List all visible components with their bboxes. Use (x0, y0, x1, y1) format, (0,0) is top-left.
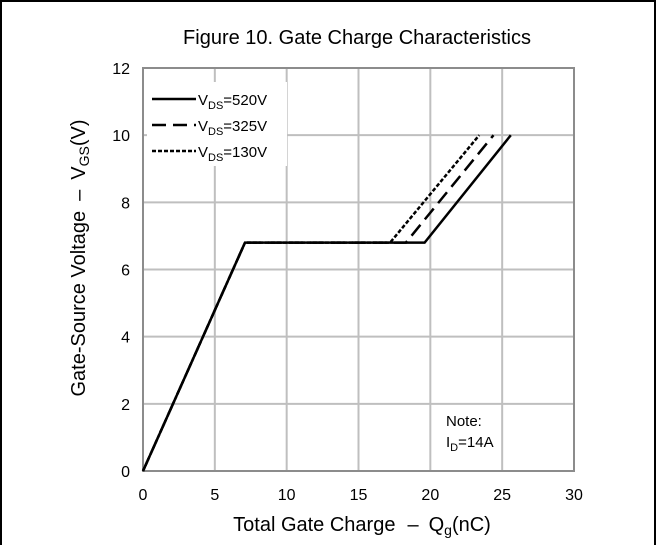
x-tick-labels: 0 5 10 15 20 25 30 (139, 487, 583, 504)
legend-label: VDS=325V (198, 118, 267, 138)
x-tick-label: 5 (210, 487, 219, 504)
y-axis-label-unit: (V) (68, 119, 90, 146)
y-axis-label: Gate-Source Voltage – VGS(V) (68, 119, 92, 396)
x-tick-label: 0 (139, 487, 148, 504)
x-tick-label: 25 (493, 487, 511, 504)
legend-label-sub: DS (208, 126, 223, 138)
grid (143, 68, 574, 471)
note-main: I (446, 434, 450, 451)
x-tick-label: 10 (278, 487, 296, 504)
series-lines (141, 134, 512, 472)
x-axis-label-sub: g (444, 522, 452, 538)
series-line-dashed (141, 134, 495, 472)
note-text: ID=14A (446, 434, 494, 454)
y-tick-label: 6 (121, 263, 130, 280)
legend-label-sub: DS (208, 152, 223, 164)
chart-title: Figure 10. Gate Charge Characteristics (183, 27, 531, 49)
legend-label-main: V (198, 118, 208, 135)
legend-label-main: V (198, 144, 208, 161)
legend-label-main: V (198, 92, 208, 109)
y-tick-label: 12 (112, 61, 130, 78)
x-tick-label: 30 (565, 487, 583, 504)
x-axis-label-symbol: Q (429, 514, 445, 536)
y-axis-label-sub: GS (76, 146, 92, 166)
y-tick-label: 2 (121, 397, 130, 414)
series-line-dotted (141, 134, 481, 472)
x-axis-label-dash: – (407, 514, 419, 536)
x-tick-label: 20 (421, 487, 439, 504)
y-tick-label: 4 (121, 330, 130, 347)
x-axis-label-main: Total Gate Charge (233, 514, 395, 536)
y-axis-label-main: Gate-Source Voltage (68, 211, 90, 397)
y-tick-label: 8 (121, 195, 130, 212)
y-tick-label: 10 (112, 128, 130, 145)
legend-label-value: =130V (223, 144, 267, 161)
legend-label-value: =520V (223, 92, 267, 109)
note-sub: D (450, 442, 458, 454)
x-tick-label: 15 (350, 487, 368, 504)
y-axis-label-symbol: V (68, 166, 90, 180)
plot-area-frame (142, 67, 575, 472)
y-axis-label-dash: – (68, 189, 90, 201)
x-axis-label-unit: (nC) (452, 514, 491, 536)
note-rest: =14A (458, 434, 493, 451)
legend-label-value: =325V (223, 118, 267, 135)
note-title: Note: (446, 413, 482, 430)
x-axis-label: Total Gate Charge – Qg(nC) (233, 514, 491, 538)
legend-label: VDS=520V (198, 92, 267, 112)
legend-label-sub: DS (208, 100, 223, 112)
y-tick-labels: 0 2 4 6 8 10 12 (112, 61, 130, 481)
y-tick-label: 0 (121, 464, 130, 481)
legend-label: VDS=130V (198, 144, 267, 164)
